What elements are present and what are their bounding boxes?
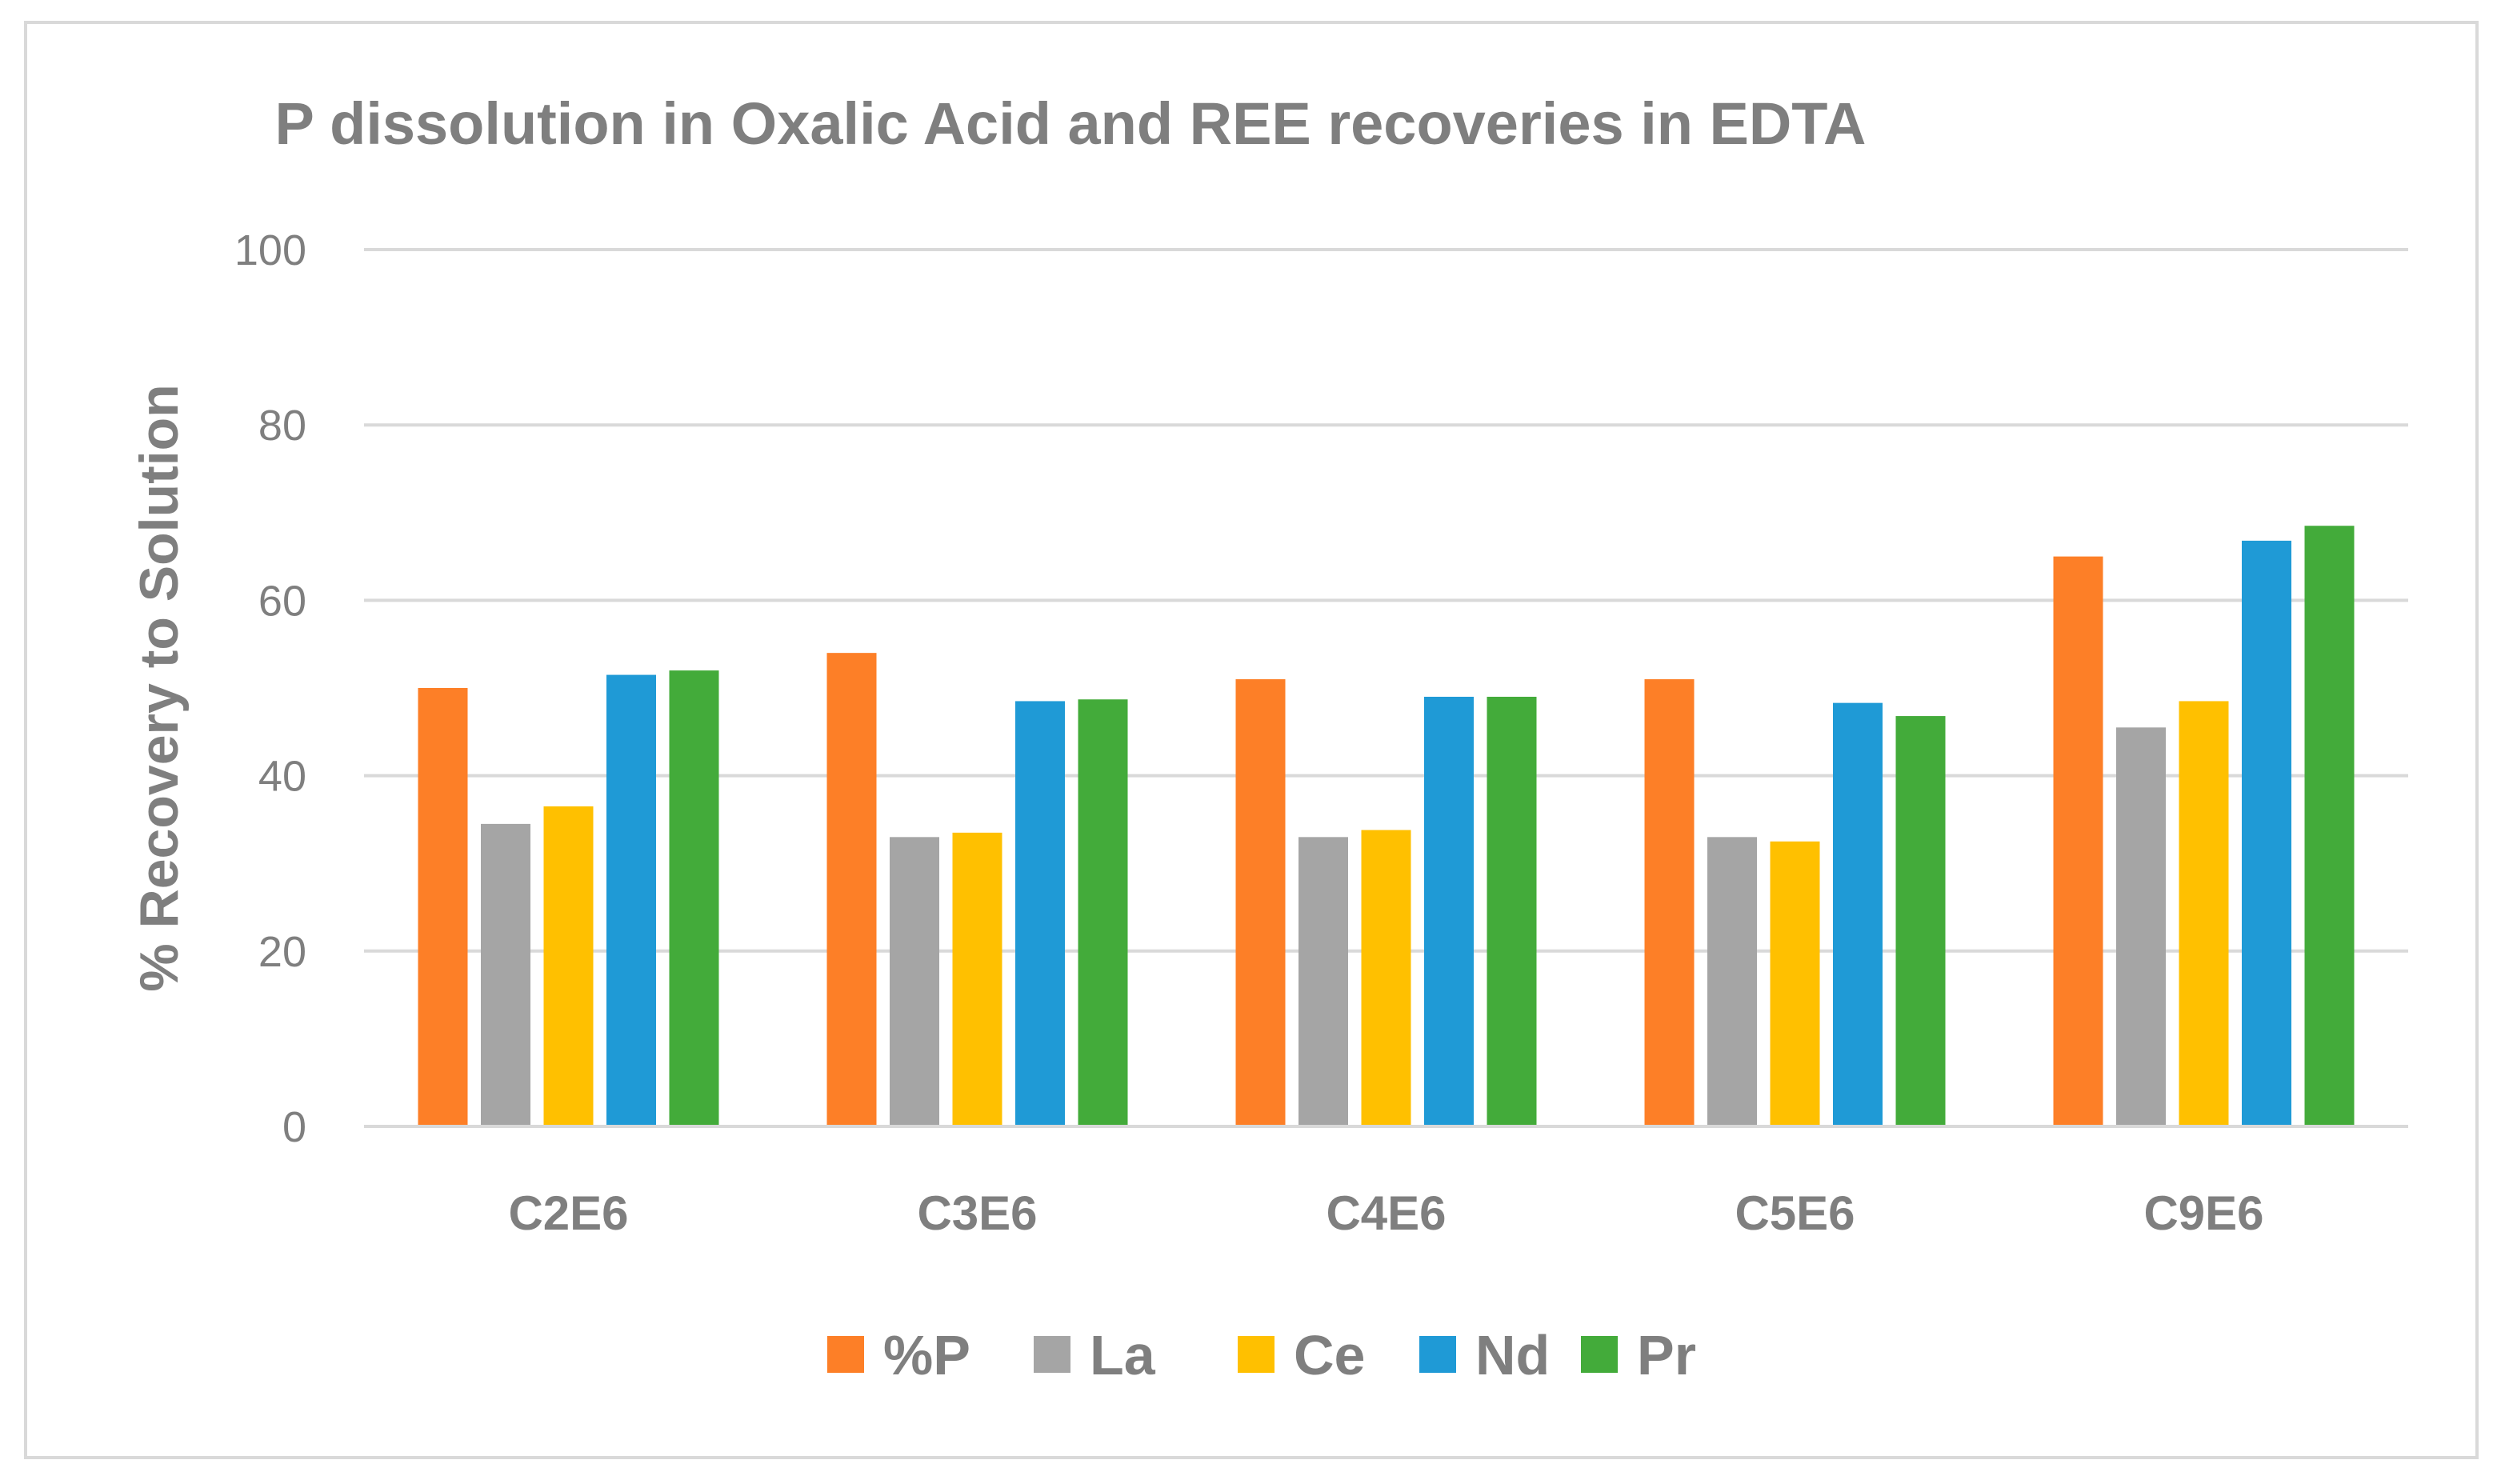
bars bbox=[364, 526, 2408, 1128]
bar-c5e6-nd bbox=[1833, 702, 1883, 1126]
bar-c4e6-la bbox=[1299, 837, 1348, 1126]
bar-c2e6-ce bbox=[543, 806, 594, 1126]
bar-c9e6-nd bbox=[2242, 540, 2291, 1126]
y-tick-label: 0 bbox=[282, 1103, 306, 1151]
legend-swatch-pctp bbox=[827, 1336, 864, 1373]
legend: %P La Ce Nd Pr bbox=[827, 1324, 1696, 1386]
x-tick-label: C5E6 bbox=[1735, 1186, 1855, 1240]
bar-c4e6-ce bbox=[1361, 830, 1411, 1126]
bar-c9e6-pr bbox=[2304, 526, 2355, 1126]
legend-label: %P bbox=[883, 1324, 970, 1386]
legend-swatch-ce bbox=[1238, 1336, 1275, 1373]
x-tick-label: C4E6 bbox=[1326, 1186, 1446, 1240]
y-tick-label: 40 bbox=[258, 753, 306, 801]
bar-c5e6-ce bbox=[1770, 841, 1820, 1126]
x-axis-ticks: C2E6 C3E6 C4E6 C5E6 C9E6 bbox=[508, 1186, 2263, 1240]
bar-c4e6-pctp bbox=[1235, 679, 1286, 1126]
legend-swatch-nd bbox=[1419, 1336, 1456, 1373]
legend-label: Nd bbox=[1475, 1324, 1550, 1386]
bar-c9e6-pctp bbox=[2053, 556, 2103, 1126]
bar-c4e6-nd bbox=[1424, 696, 1474, 1126]
bar-c4e6-pr bbox=[1487, 696, 1537, 1126]
legend-swatch-pr bbox=[1581, 1336, 1618, 1373]
bar-c2e6-pr bbox=[669, 670, 719, 1126]
x-tick-label: C3E6 bbox=[917, 1186, 1037, 1240]
bar-c9e6-la bbox=[2116, 727, 2166, 1126]
y-tick-label: 60 bbox=[258, 577, 306, 625]
x-tick-label: C9E6 bbox=[2143, 1186, 2263, 1240]
bar-c9e6-ce bbox=[2179, 701, 2229, 1126]
legend-label: La bbox=[1090, 1324, 1156, 1386]
bar-c3e6-nd bbox=[1015, 701, 1065, 1126]
bar-c3e6-ce bbox=[952, 832, 1002, 1126]
legend-label: Pr bbox=[1637, 1324, 1696, 1386]
chart-title: P dissolution in Oxalic Acid and REE rec… bbox=[275, 90, 1867, 157]
bar-c5e6-pr bbox=[1895, 716, 1946, 1126]
bar-c5e6-pctp bbox=[1644, 679, 1695, 1126]
bar-c3e6-la bbox=[890, 837, 939, 1126]
bar-c2e6-nd bbox=[606, 674, 656, 1126]
y-tick-label: 100 bbox=[234, 226, 306, 274]
bar-c2e6-pctp bbox=[418, 688, 468, 1126]
y-tick-label: 20 bbox=[258, 928, 306, 976]
x-tick-label: C2E6 bbox=[508, 1186, 628, 1240]
bar-c5e6-la bbox=[1707, 837, 1757, 1126]
bar-c2e6-la bbox=[481, 823, 530, 1126]
y-tick-label: 80 bbox=[258, 402, 306, 450]
bar-c3e6-pctp bbox=[826, 653, 877, 1126]
y-axis-label: % Recovery to Solution bbox=[129, 384, 190, 991]
bar-c3e6-pr bbox=[1078, 699, 1128, 1126]
legend-label: Ce bbox=[1294, 1324, 1365, 1386]
legend-swatch-la bbox=[1034, 1336, 1070, 1373]
